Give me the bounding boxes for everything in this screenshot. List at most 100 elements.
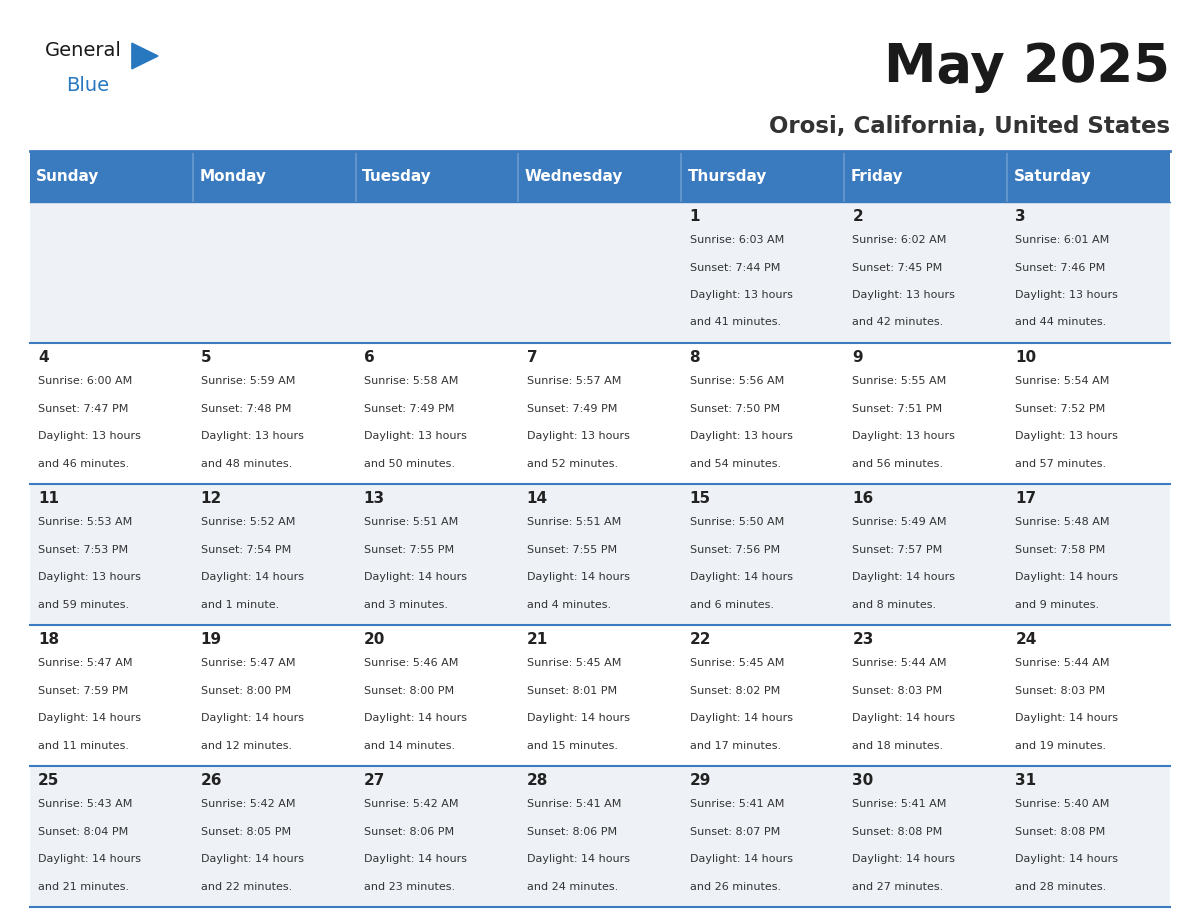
Text: Sunrise: 5:41 AM: Sunrise: 5:41 AM [526, 799, 621, 809]
Text: Daylight: 14 hours: Daylight: 14 hours [201, 572, 304, 582]
Text: Sunset: 7:50 PM: Sunset: 7:50 PM [689, 404, 779, 413]
Text: and 14 minutes.: and 14 minutes. [364, 741, 455, 751]
Text: and 41 minutes.: and 41 minutes. [689, 318, 781, 328]
Text: Tuesday: Tuesday [362, 169, 431, 185]
Text: Sunset: 7:59 PM: Sunset: 7:59 PM [38, 686, 128, 696]
Text: and 57 minutes.: and 57 minutes. [1016, 458, 1106, 468]
Text: Sunset: 8:03 PM: Sunset: 8:03 PM [853, 686, 942, 696]
Text: and 56 minutes.: and 56 minutes. [853, 458, 943, 468]
Text: and 48 minutes.: and 48 minutes. [201, 458, 292, 468]
Text: 16: 16 [853, 491, 873, 507]
Text: Sunset: 8:03 PM: Sunset: 8:03 PM [1016, 686, 1106, 696]
Text: and 21 minutes.: and 21 minutes. [38, 881, 129, 891]
Text: Sunrise: 5:42 AM: Sunrise: 5:42 AM [201, 799, 296, 809]
Text: 5: 5 [201, 351, 211, 365]
Text: Sunset: 8:02 PM: Sunset: 8:02 PM [689, 686, 779, 696]
Text: Sunrise: 5:41 AM: Sunrise: 5:41 AM [853, 799, 947, 809]
Text: Sunset: 7:46 PM: Sunset: 7:46 PM [1016, 263, 1106, 273]
Text: Daylight: 13 hours: Daylight: 13 hours [526, 431, 630, 441]
Text: Sunrise: 6:03 AM: Sunrise: 6:03 AM [689, 235, 784, 245]
Text: Sunset: 7:53 PM: Sunset: 7:53 PM [38, 544, 128, 554]
Text: Sunrise: 5:44 AM: Sunrise: 5:44 AM [1016, 658, 1110, 668]
Text: Sunset: 7:45 PM: Sunset: 7:45 PM [853, 263, 943, 273]
Text: 18: 18 [38, 633, 59, 647]
Text: Sunset: 7:51 PM: Sunset: 7:51 PM [853, 404, 942, 413]
Text: Sunrise: 5:59 AM: Sunrise: 5:59 AM [201, 376, 295, 386]
Text: 19: 19 [201, 633, 222, 647]
Text: Daylight: 13 hours: Daylight: 13 hours [853, 431, 955, 441]
Text: Sunrise: 5:42 AM: Sunrise: 5:42 AM [364, 799, 459, 809]
Bar [30, 343, 1170, 484]
Text: Sunset: 7:54 PM: Sunset: 7:54 PM [201, 544, 291, 554]
Text: Sunset: 7:49 PM: Sunset: 7:49 PM [526, 404, 617, 413]
Bar [30, 202, 1170, 343]
Text: Daylight: 14 hours: Daylight: 14 hours [364, 572, 467, 582]
Text: Sunrise: 5:58 AM: Sunrise: 5:58 AM [364, 376, 459, 386]
Text: Sunset: 7:44 PM: Sunset: 7:44 PM [689, 263, 781, 273]
Text: and 8 minutes.: and 8 minutes. [853, 599, 936, 610]
Text: 13: 13 [364, 491, 385, 507]
Text: Saturday: Saturday [1013, 169, 1092, 185]
Text: Sunset: 7:55 PM: Sunset: 7:55 PM [364, 544, 454, 554]
Text: Sunrise: 5:41 AM: Sunrise: 5:41 AM [689, 799, 784, 809]
Text: and 12 minutes.: and 12 minutes. [201, 741, 292, 751]
Text: Daylight: 14 hours: Daylight: 14 hours [364, 713, 467, 723]
Text: 21: 21 [526, 633, 548, 647]
Text: Sunset: 7:56 PM: Sunset: 7:56 PM [689, 544, 779, 554]
Text: Sunset: 8:01 PM: Sunset: 8:01 PM [526, 686, 617, 696]
Text: 26: 26 [201, 773, 222, 789]
Text: Sunrise: 5:50 AM: Sunrise: 5:50 AM [689, 517, 784, 527]
Text: Daylight: 14 hours: Daylight: 14 hours [38, 713, 141, 723]
Text: and 6 minutes.: and 6 minutes. [689, 599, 773, 610]
Text: 14: 14 [526, 491, 548, 507]
Text: and 18 minutes.: and 18 minutes. [853, 741, 943, 751]
Text: 3: 3 [1016, 209, 1026, 224]
Text: Sunset: 8:00 PM: Sunset: 8:00 PM [364, 686, 454, 696]
Text: Sunrise: 5:45 AM: Sunrise: 5:45 AM [526, 658, 621, 668]
Bar [30, 625, 1170, 766]
Polygon shape [132, 43, 158, 69]
Text: and 54 minutes.: and 54 minutes. [689, 458, 781, 468]
Text: 10: 10 [1016, 351, 1036, 365]
Text: Thursday: Thursday [688, 169, 767, 185]
Text: Sunset: 8:00 PM: Sunset: 8:00 PM [201, 686, 291, 696]
Text: and 46 minutes.: and 46 minutes. [38, 458, 129, 468]
Text: Daylight: 14 hours: Daylight: 14 hours [526, 713, 630, 723]
Text: and 3 minutes.: and 3 minutes. [364, 599, 448, 610]
Text: 30: 30 [853, 773, 873, 789]
Text: Daylight: 14 hours: Daylight: 14 hours [201, 713, 304, 723]
Text: Sunrise: 5:57 AM: Sunrise: 5:57 AM [526, 376, 621, 386]
Text: Orosi, California, United States: Orosi, California, United States [769, 115, 1170, 138]
Text: Daylight: 14 hours: Daylight: 14 hours [364, 854, 467, 864]
Text: 9: 9 [853, 351, 864, 365]
Text: and 59 minutes.: and 59 minutes. [38, 599, 129, 610]
Text: Daylight: 13 hours: Daylight: 13 hours [38, 431, 140, 441]
Text: and 52 minutes.: and 52 minutes. [526, 458, 618, 468]
Text: 15: 15 [689, 491, 710, 507]
Text: and 42 minutes.: and 42 minutes. [853, 318, 943, 328]
Text: Daylight: 14 hours: Daylight: 14 hours [38, 854, 141, 864]
Text: and 44 minutes.: and 44 minutes. [1016, 318, 1107, 328]
Text: Daylight: 14 hours: Daylight: 14 hours [1016, 713, 1118, 723]
Text: and 15 minutes.: and 15 minutes. [526, 741, 618, 751]
Text: 25: 25 [38, 773, 59, 789]
Text: 28: 28 [526, 773, 548, 789]
Text: Sunset: 8:06 PM: Sunset: 8:06 PM [364, 826, 454, 836]
Text: 23: 23 [853, 633, 874, 647]
Text: Sunday: Sunday [36, 169, 100, 185]
Text: and 26 minutes.: and 26 minutes. [689, 881, 781, 891]
Text: and 23 minutes.: and 23 minutes. [364, 881, 455, 891]
Text: Sunrise: 5:45 AM: Sunrise: 5:45 AM [689, 658, 784, 668]
Text: Sunrise: 5:49 AM: Sunrise: 5:49 AM [853, 517, 947, 527]
Text: 31: 31 [1016, 773, 1036, 789]
Text: Sunrise: 5:47 AM: Sunrise: 5:47 AM [38, 658, 132, 668]
Text: Sunrise: 6:02 AM: Sunrise: 6:02 AM [853, 235, 947, 245]
Text: Blue: Blue [67, 76, 109, 95]
Text: and 4 minutes.: and 4 minutes. [526, 599, 611, 610]
Text: Sunset: 8:08 PM: Sunset: 8:08 PM [1016, 826, 1106, 836]
Text: 24: 24 [1016, 633, 1037, 647]
Text: and 9 minutes.: and 9 minutes. [1016, 599, 1100, 610]
Text: Sunrise: 5:51 AM: Sunrise: 5:51 AM [364, 517, 457, 527]
Text: 27: 27 [364, 773, 385, 789]
Text: Sunrise: 5:51 AM: Sunrise: 5:51 AM [526, 517, 621, 527]
